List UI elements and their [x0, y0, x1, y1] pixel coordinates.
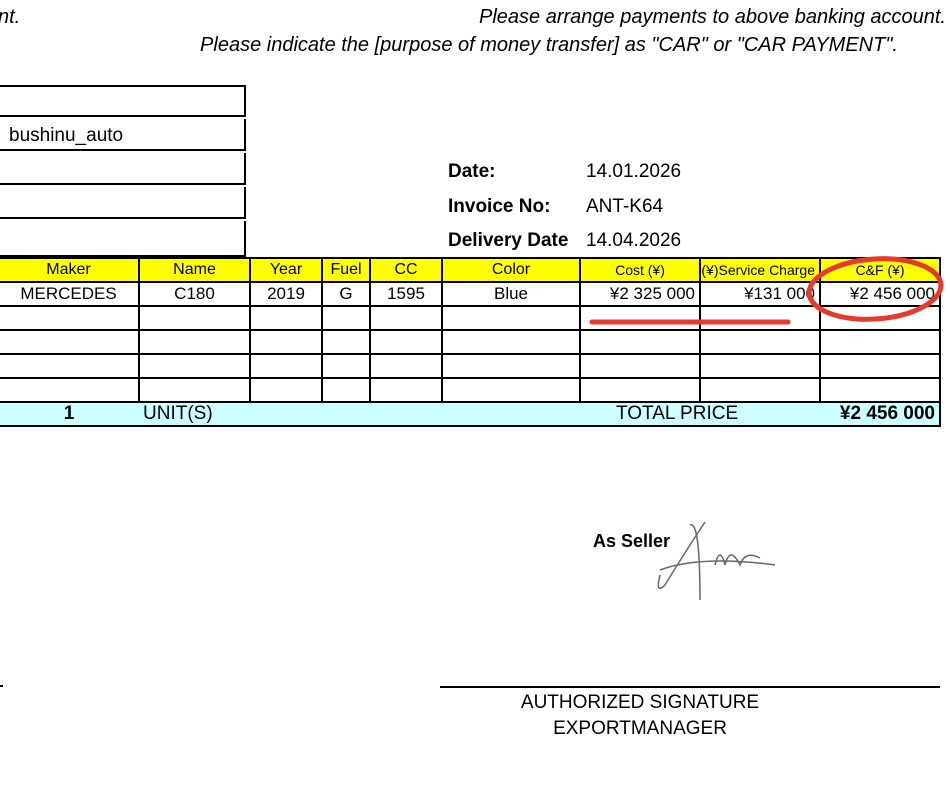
total-price-label: TOTAL PRICE: [580, 401, 820, 427]
invoice-no-label: Invoice No:: [448, 196, 551, 217]
signer-title: EXPORTMANAGER: [553, 718, 727, 739]
header-service-charge: Service Charge(¥): [699, 257, 821, 283]
header-cost: Cost (¥): [579, 257, 701, 283]
payment-note: Please arrange payments to above banking…: [479, 6, 946, 28]
cell-cf: ¥2 456 000: [819, 281, 941, 307]
total-row: 1 UNIT(S) TOTAL PRICE ¥2 456 000: [0, 401, 941, 427]
cell-color: Blue: [441, 281, 581, 307]
cell-maker: MERCEDES: [0, 281, 140, 307]
buyer-row: [0, 85, 246, 117]
circle-annotation: [806, 256, 944, 322]
buyer-row: [0, 153, 246, 185]
vehicle-table: Maker Name Year Fuel CC Color Cost (¥) S…: [0, 257, 941, 427]
invoice-no-value: ANT-K64: [586, 196, 664, 217]
unit-count: 1: [0, 401, 139, 427]
table-header: Maker Name Year Fuel CC Color Cost (¥) S…: [0, 257, 941, 283]
buyer-row: [0, 221, 246, 257]
header-fuel: Fuel: [321, 257, 371, 283]
delivery-date-label: Delivery Date: [448, 230, 569, 251]
authorized-signature-label: AUTHORIZED SIGNATURE: [520, 692, 760, 713]
as-seller-label: As Seller: [593, 531, 671, 551]
note-fragment: nt.: [0, 6, 21, 28]
signature-scribble: [657, 521, 776, 601]
header-name: Name: [138, 257, 251, 283]
buyer-row: [0, 187, 246, 219]
header-cc: CC: [369, 257, 443, 283]
cell-year: 2019: [249, 281, 323, 307]
date-value: 14.01.2026: [586, 161, 682, 182]
units-label: UNIT(S): [139, 401, 322, 427]
header-cf: C&F (¥): [819, 257, 941, 283]
cell-fuel: G: [321, 281, 371, 307]
purpose-note: Please indicate the [purpose of money tr…: [200, 34, 898, 56]
cell-name: C180: [138, 281, 251, 307]
table-row: [0, 329, 941, 355]
total-price-value: ¥2 456 000: [820, 401, 941, 427]
cell-service-charge: ¥131 000: [699, 281, 821, 307]
table-row: [0, 377, 941, 403]
table-row: MERCEDES C180 2019 G 1595 Blue ¥2 325 00…: [0, 281, 941, 307]
cell-cost: ¥2 325 000: [579, 281, 701, 307]
delivery-date-value: 14.04.2026: [586, 230, 682, 251]
table-row: [0, 305, 941, 331]
table-row: [0, 353, 941, 379]
buyer-name: bushinu_auto: [0, 119, 246, 151]
header-year: Year: [249, 257, 323, 283]
header-color: Color: [441, 257, 581, 283]
date-label: Date:: [448, 161, 496, 182]
cell-cc: 1595: [369, 281, 443, 307]
header-maker: Maker: [0, 257, 140, 283]
